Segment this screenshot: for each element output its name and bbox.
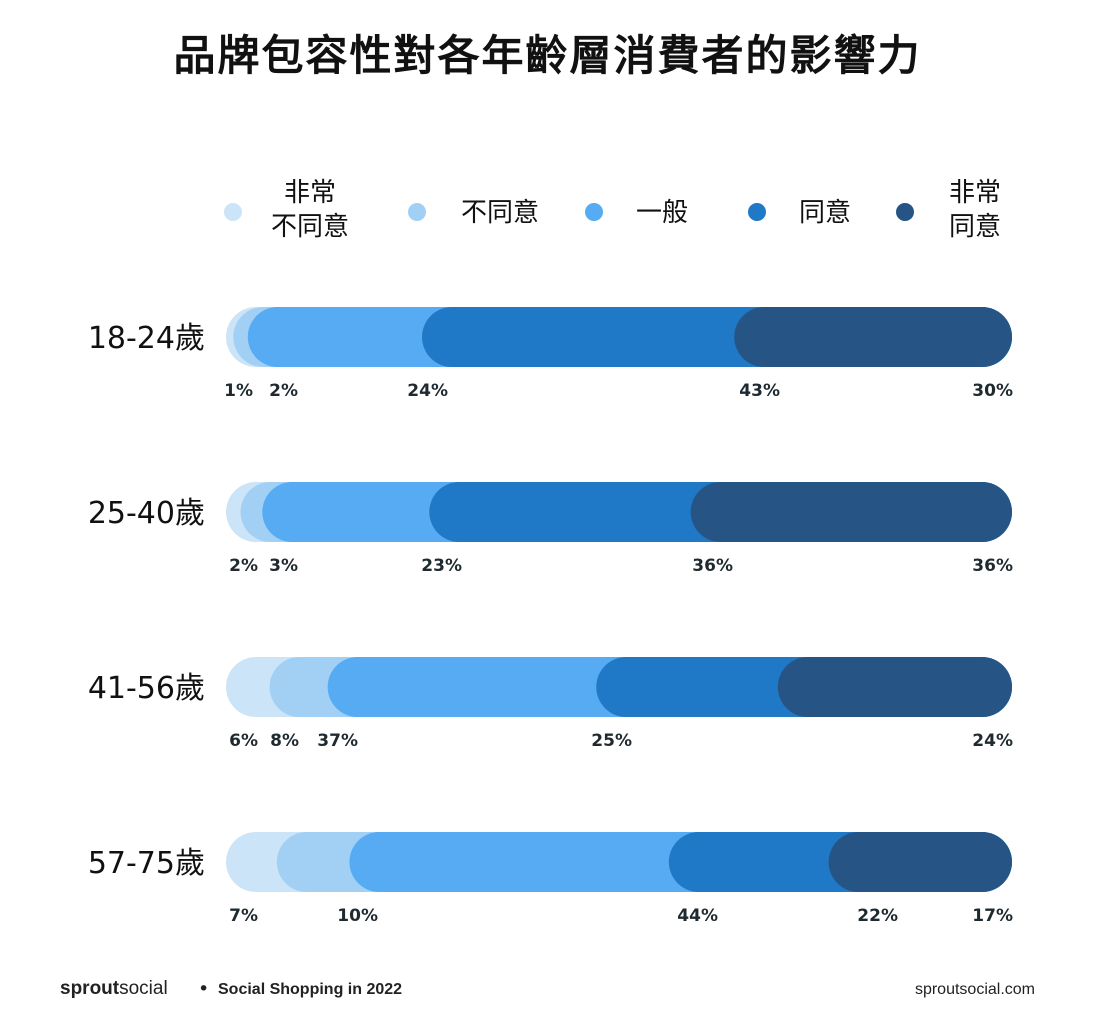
chart-title: 品牌包容性對各年齡層消費者的影響力	[173, 31, 922, 80]
value-label: 8%	[270, 731, 299, 751]
report-name: Social Shopping in 2022	[218, 981, 403, 998]
value-label: 22%	[857, 906, 898, 926]
legend-swatch	[896, 203, 914, 221]
brand-logo: sproutsocial	[60, 978, 168, 1000]
footer-separator: •	[198, 978, 210, 1000]
bar-row: 25-40歲 2% 3% 23% 36% 36%	[88, 482, 1013, 576]
legend-label: 一般	[636, 198, 688, 228]
value-label: 1%	[224, 381, 253, 401]
age-group-label: 57-75歲	[88, 846, 205, 881]
value-label: 10%	[337, 906, 378, 926]
value-label: 7%	[229, 906, 258, 926]
legend-label: 同意	[799, 198, 851, 228]
legend-swatch	[224, 203, 242, 221]
site-url: sproutsocial.com	[914, 981, 1035, 998]
value-label: 2%	[269, 381, 298, 401]
legend-label: 非常不同意	[271, 178, 349, 242]
value-label: 36%	[692, 556, 733, 576]
value-label: 3%	[269, 556, 298, 576]
legend: 非常不同意 不同意 一般 同意 非常同意	[224, 178, 1001, 242]
bar-row: 57-75歲 7% 10% 44% 22% 17%	[88, 832, 1013, 926]
bar-segment	[690, 482, 1012, 542]
brand-logo-bold: sprout	[60, 978, 120, 999]
legend-swatch	[748, 203, 766, 221]
age-group-label: 41-56歲	[88, 671, 205, 706]
value-label: 43%	[739, 381, 780, 401]
value-label: 44%	[677, 906, 718, 926]
brand-logo-light: social	[119, 978, 168, 999]
bar-segment	[828, 832, 1012, 892]
bar-row: 41-56歲 6% 8% 37% 25% 24%	[88, 657, 1013, 751]
legend-swatch	[408, 203, 426, 221]
value-label: 37%	[317, 731, 358, 751]
value-label: 24%	[407, 381, 448, 401]
bar-row: 18-24歲 1% 2% 24% 43% 30%	[88, 307, 1013, 401]
legend-label: 非常同意	[949, 178, 1001, 242]
value-label: 23%	[421, 556, 462, 576]
value-label: 6%	[229, 731, 258, 751]
age-group-label: 18-24歲	[88, 321, 205, 356]
legend-swatch	[585, 203, 603, 221]
value-label: 25%	[591, 731, 632, 751]
legend-label: 不同意	[461, 198, 539, 228]
value-label: 36%	[972, 556, 1013, 576]
age-group-label: 25-40歲	[88, 496, 205, 531]
chart-rows: 18-24歲 1% 2% 24% 43% 30% 25-40歲 2% 3% 23% 36% 36% 41…	[88, 307, 1013, 926]
value-label: 24%	[972, 731, 1013, 751]
value-label: 2%	[229, 556, 258, 576]
bar-segment	[734, 307, 1012, 367]
bar-segment	[777, 657, 1012, 717]
value-label: 17%	[972, 906, 1013, 926]
stacked-bar-chart: 非常不同意 不同意 一般 同意 非常同意 18-24歲 1% 2% 24% 43% 30% 25-4…	[88, 178, 1013, 926]
value-label: 30%	[972, 381, 1013, 401]
